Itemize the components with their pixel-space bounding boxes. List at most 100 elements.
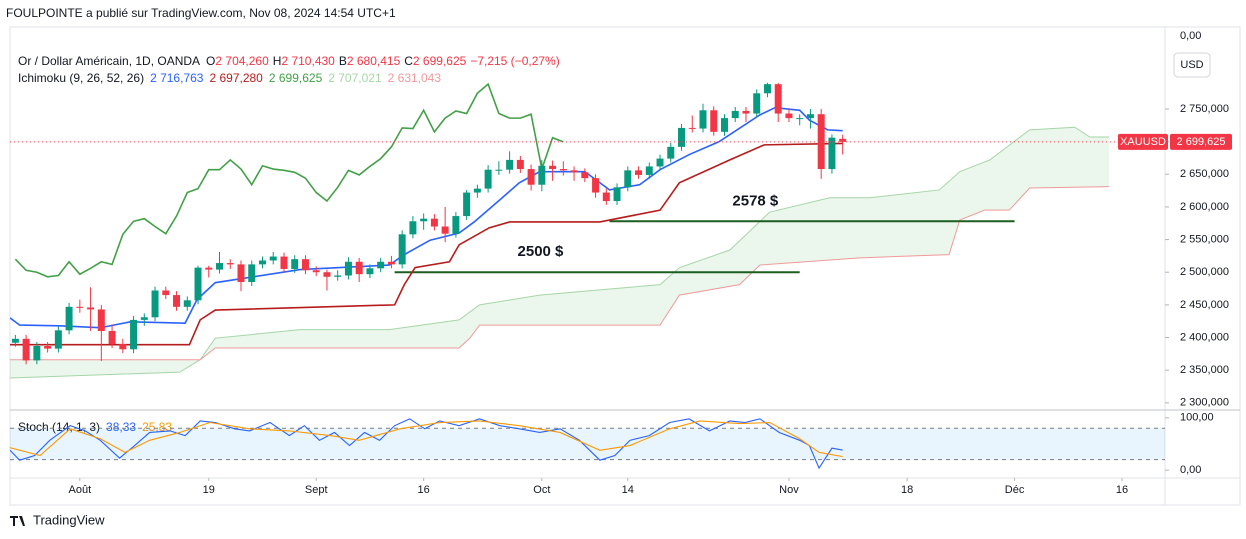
candle-body (667, 146, 675, 159)
stoch-y-tick-label: 0,00 (1180, 464, 1201, 476)
ohlc-value: −7,215 (−0,27%) (470, 54, 559, 68)
candle-body (430, 218, 438, 227)
stoch-label: Stoch (14, 1, 3) 38,33 25,83 (18, 420, 172, 434)
price-tag (1170, 133, 1232, 150)
candle-body (87, 307, 95, 310)
level-label: 2500 $ (518, 243, 565, 260)
candle-body (559, 169, 567, 171)
candle-body (506, 159, 514, 170)
x-tick-label: Déc (1005, 484, 1025, 496)
candle-body (613, 187, 621, 202)
candle-body (806, 114, 814, 119)
frame (9, 26, 1241, 506)
ohlc-key: O (206, 54, 215, 68)
x-tick-label: 16 (1116, 484, 1128, 496)
candle-body (753, 93, 761, 114)
ohlc-value: 2 710,430 (281, 54, 335, 68)
candle-body (484, 169, 492, 189)
candle-body (301, 259, 309, 271)
candle-body (581, 172, 589, 179)
ichimoku-line (14, 82, 564, 278)
candle-body (710, 110, 718, 132)
y-tick-label: 2 550,000 (1180, 233, 1229, 245)
candle-body (452, 216, 460, 234)
indicator-value: 2 716,763 (150, 71, 204, 85)
stoch-line (10, 418, 843, 470)
indicator-value: 2 697,280 (209, 71, 263, 85)
y-tick-label: 2 300,000 (1180, 397, 1229, 409)
indicator-value: 2 707,021 (328, 71, 382, 85)
candle-body (463, 192, 471, 217)
brand: TradingView (10, 512, 105, 527)
candle-body (97, 309, 105, 331)
candle-body (44, 346, 52, 349)
candle-body (387, 261, 395, 265)
candle-body (742, 110, 750, 114)
candle-body (720, 118, 728, 132)
ohlc-key: H (273, 54, 282, 68)
candle-body (839, 138, 847, 142)
y-tick-label: 2 600,000 (1180, 201, 1229, 213)
y-tick-label: 2 450,000 (1180, 299, 1229, 311)
candle-body (731, 110, 739, 119)
ohlc-value: 2 680,415 (347, 54, 401, 68)
y-tick-label: 2 500,000 (1180, 266, 1229, 278)
ohlc-value: 2 704,260 (215, 54, 269, 68)
candle-body (237, 264, 245, 283)
publisher: FOULPOINTE a publié sur TradingView.com,… (6, 6, 396, 20)
candle-body (280, 256, 288, 269)
currency-label: USD (1180, 59, 1203, 71)
candle-body (592, 178, 600, 193)
candle-body (183, 300, 191, 307)
x-tick-label: Août (69, 484, 92, 496)
level-label: 2578 $ (732, 192, 779, 209)
indicator-label: Ichimoku (9, 26, 52, 26) 2 716,763 2 697,2… (18, 71, 441, 85)
price-tag-label: 2 699,625 (1177, 136, 1226, 148)
candle-body (140, 317, 148, 320)
currency-button[interactable] (1173, 52, 1211, 78)
candle-body (398, 234, 406, 265)
candle-body (366, 268, 374, 275)
candle-body (796, 118, 804, 120)
span-a (10, 126, 1110, 379)
x-tick-label: 18 (901, 484, 913, 496)
candle-body (538, 165, 546, 185)
candle-body (108, 330, 116, 345)
brand-logo (10, 516, 25, 526)
candle-body (119, 344, 127, 350)
candle-body (774, 84, 782, 114)
stoch-pane (10, 418, 1165, 470)
candle-body (323, 272, 331, 277)
candle-body (226, 263, 234, 265)
candle-body (173, 295, 181, 307)
candle-body (409, 221, 417, 235)
ichimoku-line (10, 106, 843, 329)
ohlc-value: 2 699,625 (413, 54, 467, 68)
x-tick-label: 14 (622, 484, 634, 496)
candle-body (130, 319, 138, 350)
x-tick-label: Nov (779, 484, 799, 496)
indicator-value: 2 631,043 (388, 71, 442, 85)
x-tick-label: Oct (533, 484, 550, 496)
candle-body (33, 346, 41, 361)
candle-body (763, 84, 771, 94)
candle-body (420, 218, 428, 222)
candle-body (355, 261, 363, 275)
candle-body (516, 159, 524, 170)
candle-body (441, 226, 449, 234)
y-tick-label: 2 750,000 (1180, 103, 1229, 115)
candle-body (258, 260, 266, 265)
x-tick-label: 16 (418, 484, 430, 496)
candle-body (312, 270, 320, 273)
candle-body (151, 290, 159, 318)
candle-body (344, 261, 352, 276)
candle-body (785, 113, 793, 119)
symbol-tag-label: XAUUSD (1120, 136, 1166, 148)
candle-body (11, 338, 19, 343)
candle-body (194, 267, 202, 301)
candle-body (624, 170, 632, 188)
candle-body (699, 110, 707, 129)
symbol-line: Or / Dollar Américain, 1D, OANDA O2 704,2… (18, 54, 560, 68)
candle-body (216, 263, 224, 270)
